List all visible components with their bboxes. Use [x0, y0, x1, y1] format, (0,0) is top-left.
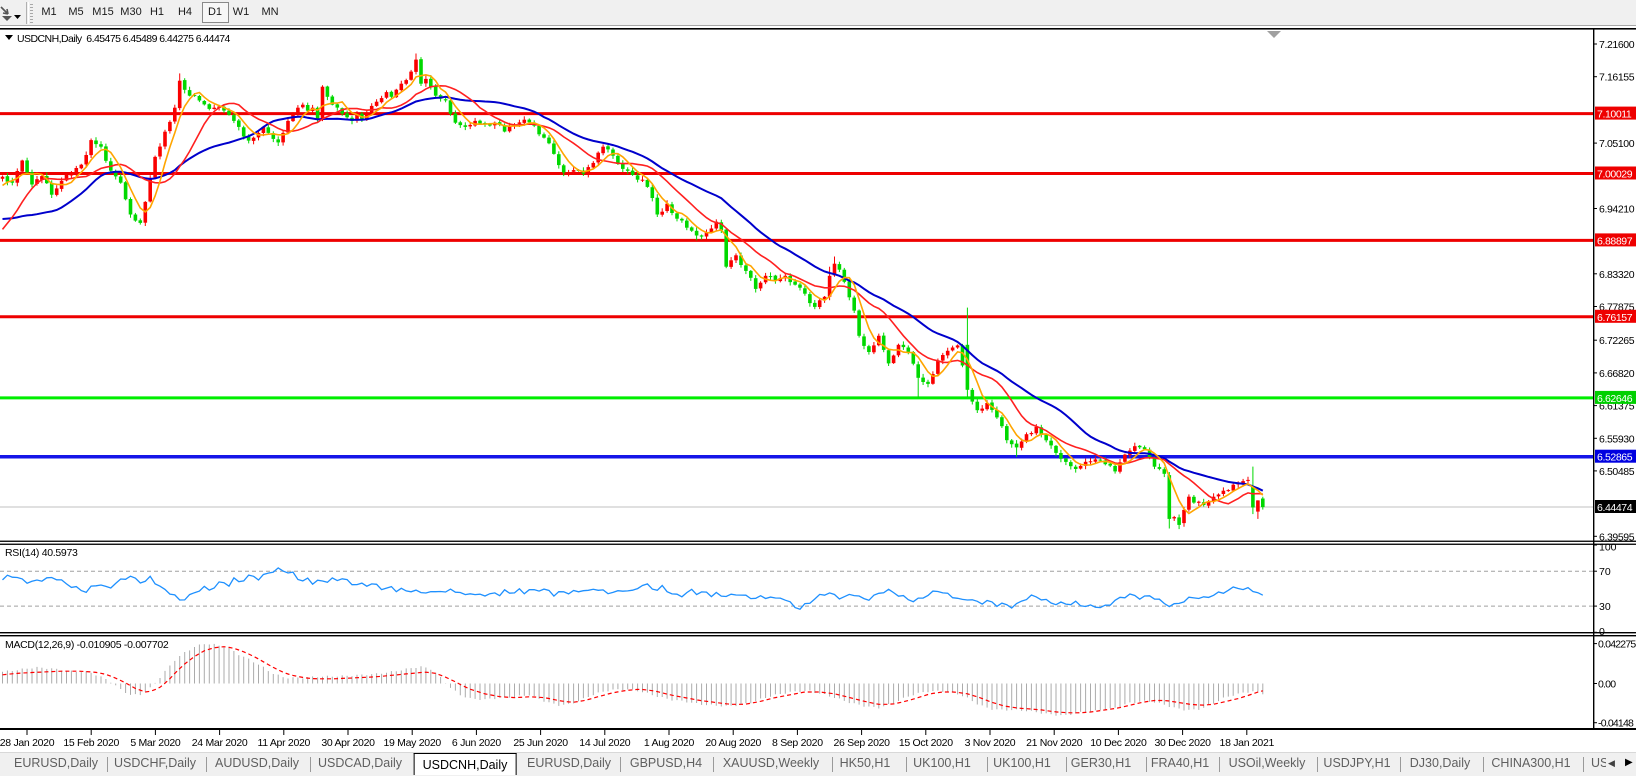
svg-text:10 Dec 2020: 10 Dec 2020	[1090, 737, 1147, 749]
svg-text:6.52865: 6.52865	[1597, 452, 1633, 464]
svg-text:7.00029: 7.00029	[1597, 169, 1633, 181]
svg-text:5 Mar 2020: 5 Mar 2020	[130, 737, 181, 749]
svg-text:6.66820: 6.66820	[1599, 368, 1635, 380]
svg-text:8 Sep 2020: 8 Sep 2020	[772, 737, 823, 749]
svg-text:30 Dec 2020: 30 Dec 2020	[1154, 737, 1211, 749]
svg-text:15 Feb 2020: 15 Feb 2020	[63, 737, 119, 749]
svg-text:19 May 2020: 19 May 2020	[383, 737, 441, 749]
svg-text:1 Aug 2020: 1 Aug 2020	[644, 737, 695, 749]
svg-text:6.88897: 6.88897	[1597, 235, 1633, 247]
svg-text:0.042275: 0.042275	[1598, 639, 1636, 651]
svg-text:0.00: 0.00	[1598, 679, 1616, 691]
svg-text:3 Nov 2020: 3 Nov 2020	[965, 737, 1016, 749]
svg-text:18 Jan 2021: 18 Jan 2021	[1220, 737, 1275, 749]
svg-text:MACD(12,26,9) -0.010905 -0.007: MACD(12,26,9) -0.010905 -0.007702	[5, 639, 169, 651]
svg-text:21 Nov 2020: 21 Nov 2020	[1026, 737, 1083, 749]
svg-text:USDCNH,Daily 6.45475 6.45489: USDCNH,Daily 6.45475 6.45489 6.44275 6.4…	[17, 33, 231, 45]
svg-text:6.50485: 6.50485	[1599, 466, 1635, 478]
svg-text:11 Apr 2020: 11 Apr 2020	[258, 737, 311, 749]
svg-text:7.05100: 7.05100	[1599, 138, 1635, 150]
svg-text:20 Aug 2020: 20 Aug 2020	[705, 737, 761, 749]
svg-text:6.94210: 6.94210	[1599, 204, 1635, 216]
svg-text:100: 100	[1599, 542, 1617, 554]
svg-text:25 Jun 2020: 25 Jun 2020	[513, 737, 568, 749]
svg-text:6.62646: 6.62646	[1597, 393, 1633, 405]
svg-text:RSI(14) 40.5973: RSI(14) 40.5973	[5, 547, 78, 559]
svg-text:6.76157: 6.76157	[1597, 312, 1633, 324]
svg-text:26 Sep 2020: 26 Sep 2020	[833, 737, 890, 749]
svg-text:6.44474: 6.44474	[1597, 502, 1633, 514]
svg-text:-0.04148: -0.04148	[1598, 718, 1634, 730]
svg-text:15 Oct 2020: 15 Oct 2020	[899, 737, 953, 749]
svg-text:28 Jan 2020: 28 Jan 2020	[0, 737, 55, 749]
svg-text:7.10011: 7.10011	[1597, 109, 1632, 121]
svg-text:14 Jul 2020: 14 Jul 2020	[579, 737, 630, 749]
svg-text:6.83320: 6.83320	[1599, 269, 1635, 281]
svg-text:30 Apr 2020: 30 Apr 2020	[321, 737, 375, 749]
svg-text:30: 30	[1599, 601, 1611, 613]
svg-text:7.16155: 7.16155	[1599, 72, 1635, 84]
svg-text:6 Jun 2020: 6 Jun 2020	[452, 737, 501, 749]
svg-text:6.72265: 6.72265	[1599, 335, 1635, 347]
svg-text:24 Mar 2020: 24 Mar 2020	[192, 737, 248, 749]
svg-text:0: 0	[1599, 626, 1605, 638]
svg-text:6.55930: 6.55930	[1599, 433, 1635, 445]
svg-text:6.39595: 6.39595	[1599, 531, 1635, 543]
svg-text:7.21600: 7.21600	[1599, 39, 1635, 51]
svg-text:70: 70	[1599, 566, 1611, 578]
